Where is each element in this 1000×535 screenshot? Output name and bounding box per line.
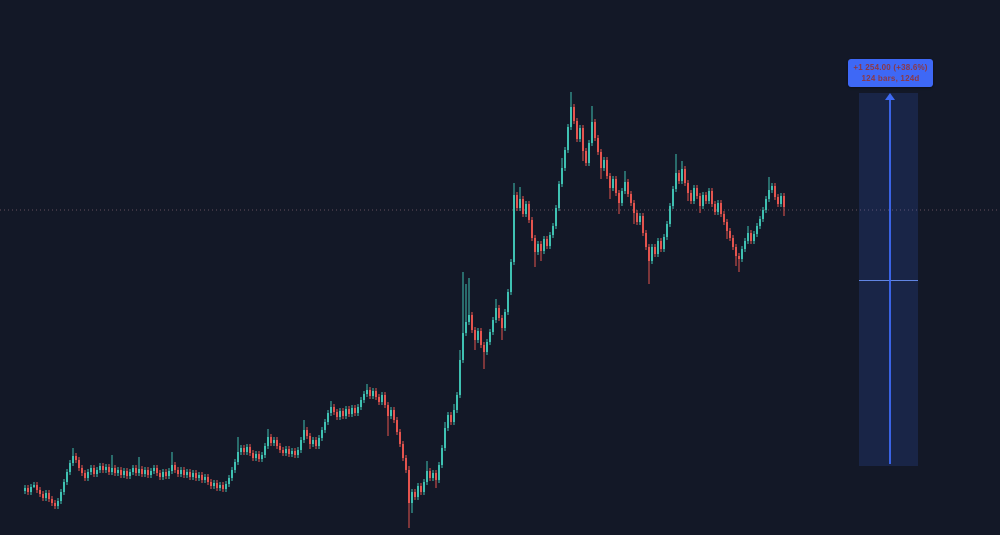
price-range-box[interactable] (859, 93, 918, 466)
price-range-bars: 124 bars, 124d (861, 74, 920, 83)
candles-group (24, 92, 785, 528)
price-range-change: +1 254.00 (+38.6%) (853, 63, 928, 72)
price-range-label[interactable]: +1 254.00 (+38.6%) 124 bars, 124d (848, 59, 933, 87)
price-range-vline (889, 97, 891, 464)
price-range-midline (859, 280, 918, 281)
arrow-up-icon (885, 93, 895, 100)
